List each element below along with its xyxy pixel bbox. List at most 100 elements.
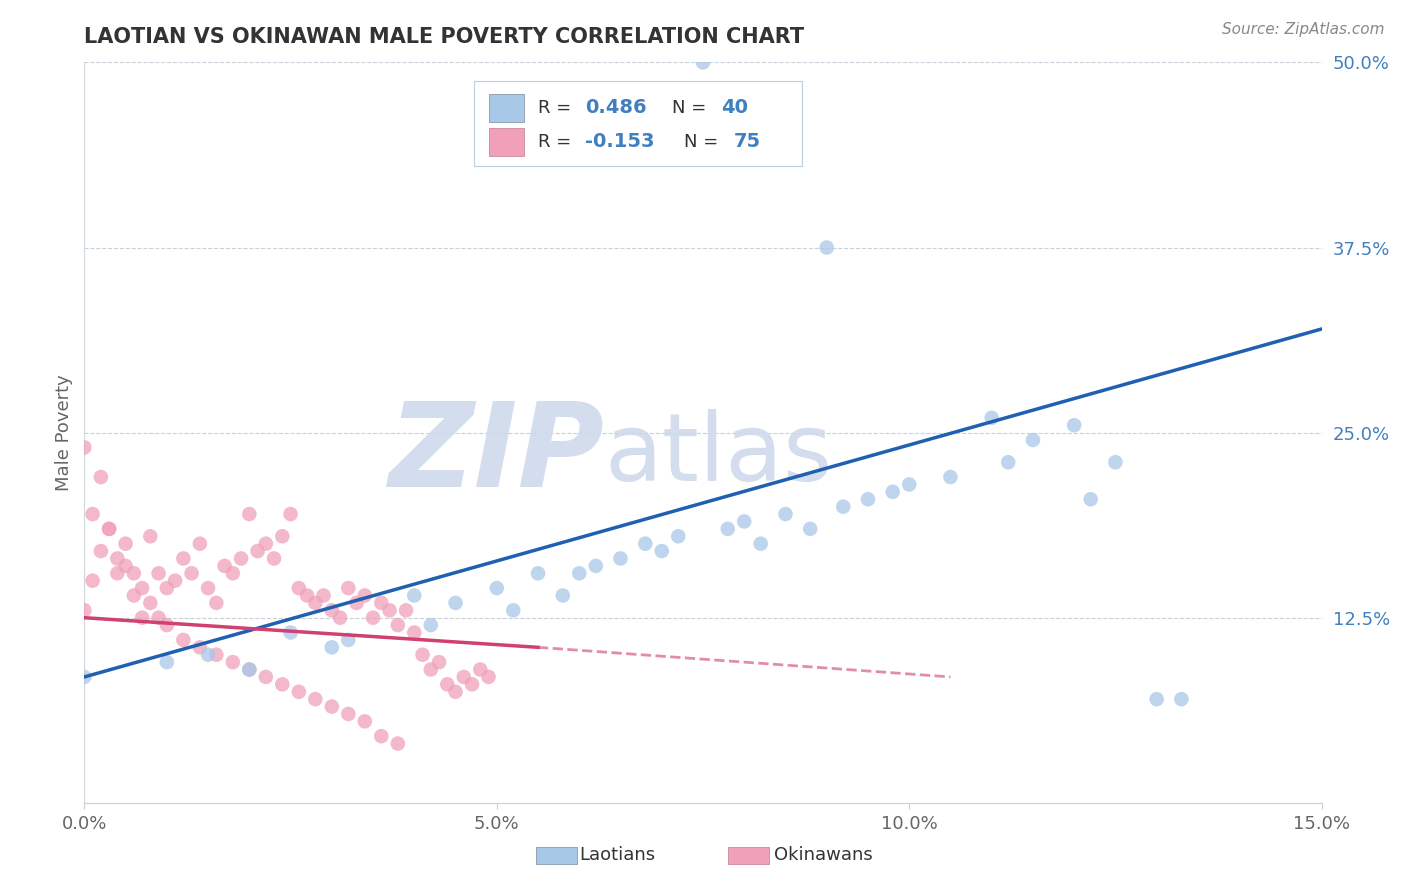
Point bbox=[395, 603, 418, 617]
Point bbox=[114, 558, 136, 573]
Point bbox=[361, 610, 384, 624]
Point bbox=[353, 714, 375, 729]
Point bbox=[214, 558, 236, 573]
Text: LAOTIAN VS OKINAWAN MALE POVERTY CORRELATION CHART: LAOTIAN VS OKINAWAN MALE POVERTY CORRELA… bbox=[84, 27, 804, 47]
Point bbox=[387, 618, 409, 632]
Point bbox=[321, 640, 343, 655]
Point bbox=[295, 589, 318, 603]
Point bbox=[749, 536, 772, 550]
Point bbox=[436, 677, 458, 691]
Point bbox=[148, 566, 170, 581]
Point bbox=[180, 566, 202, 581]
Point bbox=[477, 670, 499, 684]
Text: R =: R = bbox=[538, 133, 578, 151]
Point bbox=[280, 507, 302, 521]
Point bbox=[271, 677, 294, 691]
Point bbox=[378, 603, 401, 617]
Point bbox=[666, 529, 689, 543]
Point bbox=[412, 648, 434, 662]
Point bbox=[304, 596, 326, 610]
Point bbox=[1022, 433, 1045, 447]
Point bbox=[485, 581, 508, 595]
Point bbox=[139, 596, 162, 610]
Point bbox=[1104, 455, 1126, 469]
Point bbox=[148, 610, 170, 624]
Point bbox=[98, 522, 121, 536]
Point bbox=[90, 470, 112, 484]
Point bbox=[370, 596, 392, 610]
Point bbox=[1146, 692, 1168, 706]
Point bbox=[815, 240, 838, 255]
Point bbox=[939, 470, 962, 484]
Point bbox=[419, 618, 441, 632]
Point bbox=[651, 544, 673, 558]
Point bbox=[238, 663, 260, 677]
Point bbox=[717, 522, 740, 536]
Text: Source: ZipAtlas.com: Source: ZipAtlas.com bbox=[1222, 22, 1385, 37]
Point bbox=[139, 529, 162, 543]
Point bbox=[205, 596, 228, 610]
Point bbox=[73, 441, 96, 455]
Point bbox=[188, 640, 211, 655]
Point bbox=[470, 663, 492, 677]
Point bbox=[122, 589, 145, 603]
Point bbox=[114, 536, 136, 550]
Point bbox=[263, 551, 285, 566]
Point bbox=[90, 544, 112, 558]
Point bbox=[634, 536, 657, 550]
Text: Laotians: Laotians bbox=[579, 846, 655, 863]
Y-axis label: Male Poverty: Male Poverty bbox=[55, 375, 73, 491]
Point bbox=[222, 566, 245, 581]
Point bbox=[156, 618, 179, 632]
Text: N =: N = bbox=[672, 99, 711, 117]
Point bbox=[609, 551, 631, 566]
Point bbox=[444, 685, 467, 699]
Point bbox=[419, 663, 441, 677]
Point bbox=[427, 655, 450, 669]
Point bbox=[98, 522, 121, 536]
Point bbox=[585, 558, 607, 573]
FancyBboxPatch shape bbox=[489, 128, 523, 156]
Point bbox=[188, 536, 211, 550]
Point bbox=[346, 596, 368, 610]
Point bbox=[222, 655, 245, 669]
Point bbox=[205, 648, 228, 662]
Point bbox=[898, 477, 921, 491]
Point bbox=[312, 589, 335, 603]
Point bbox=[197, 648, 219, 662]
Point bbox=[856, 492, 879, 507]
Point bbox=[404, 589, 426, 603]
Point bbox=[105, 551, 128, 566]
Point bbox=[1170, 692, 1192, 706]
Point bbox=[229, 551, 252, 566]
Point bbox=[882, 484, 904, 499]
Point bbox=[321, 603, 343, 617]
Point bbox=[82, 507, 104, 521]
FancyBboxPatch shape bbox=[474, 81, 801, 166]
Point bbox=[1063, 418, 1085, 433]
Point bbox=[73, 670, 96, 684]
Point bbox=[404, 625, 426, 640]
FancyBboxPatch shape bbox=[489, 94, 523, 121]
Text: Okinawans: Okinawans bbox=[773, 846, 872, 863]
Point bbox=[568, 566, 591, 581]
Point bbox=[733, 515, 755, 529]
Point bbox=[1080, 492, 1102, 507]
Point bbox=[271, 529, 294, 543]
Point bbox=[165, 574, 187, 588]
Point bbox=[353, 589, 375, 603]
Point bbox=[288, 581, 311, 595]
Text: N =: N = bbox=[685, 133, 724, 151]
Point bbox=[321, 699, 343, 714]
FancyBboxPatch shape bbox=[728, 847, 769, 863]
Point bbox=[197, 581, 219, 595]
Point bbox=[156, 655, 179, 669]
Point bbox=[131, 581, 153, 595]
Point bbox=[105, 566, 128, 581]
Point bbox=[551, 589, 574, 603]
Text: ZIP: ZIP bbox=[388, 397, 605, 512]
Point bbox=[280, 625, 302, 640]
Point bbox=[304, 692, 326, 706]
Point bbox=[122, 566, 145, 581]
Point bbox=[238, 663, 260, 677]
